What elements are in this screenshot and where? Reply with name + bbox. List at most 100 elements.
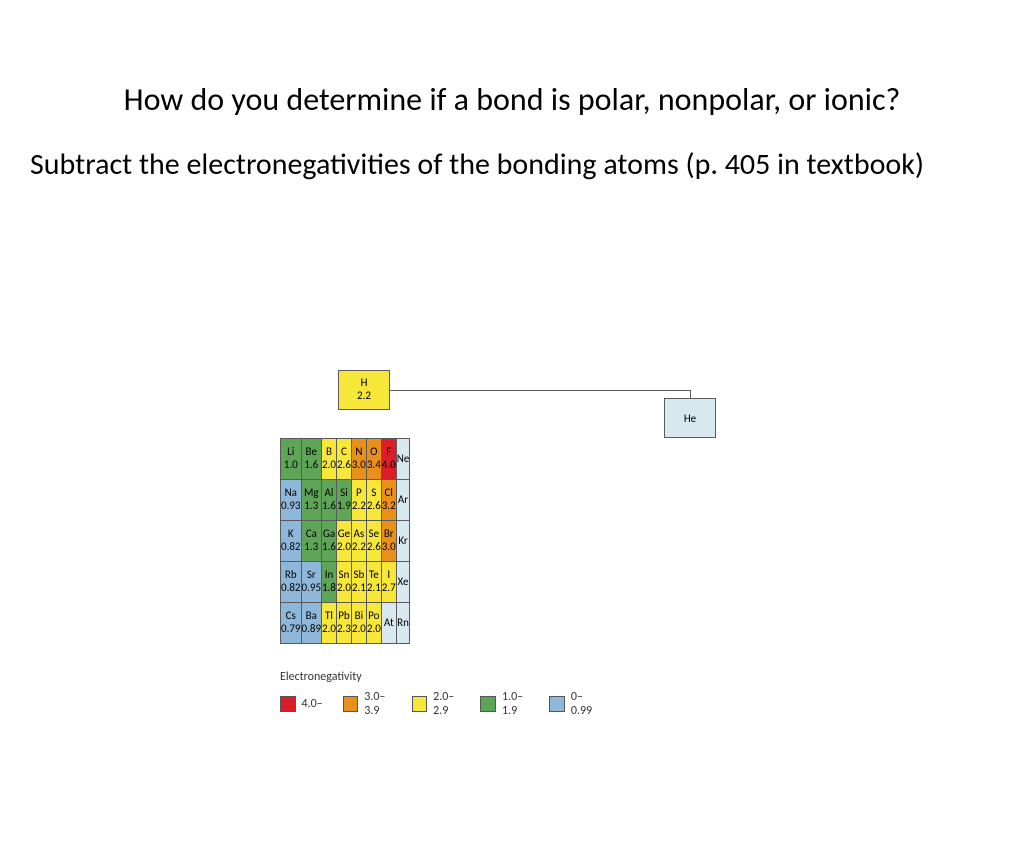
table-row: Li1.0Be1.6B2.0C2.6N3.0O3.4F4.0Ne xyxy=(281,439,410,480)
element-value: 3.4 xyxy=(367,459,381,472)
element-value: 1.9 xyxy=(337,500,351,513)
slide-title: How do you determine if a bond is polar,… xyxy=(0,80,1024,120)
element-cell: Rb0.82 xyxy=(281,562,302,603)
element-cell: Ba0.89 xyxy=(301,603,322,644)
element-value: 1.6 xyxy=(322,500,336,513)
slide-body-text: Subtract the electronegativities of the … xyxy=(0,145,1024,184)
element-cell: Ge2.0 xyxy=(336,521,351,562)
element-symbol: Kr xyxy=(397,535,410,548)
element-value: 2.3 xyxy=(337,623,351,636)
element-value: 4.0 xyxy=(382,459,396,472)
element-cell: C2.6 xyxy=(336,439,351,480)
legend-title: Electronegativity xyxy=(280,670,610,684)
legend-swatch xyxy=(280,696,296,712)
element-cell: Br3.0 xyxy=(381,521,396,562)
element-cell: In1.8 xyxy=(322,562,337,603)
element-cell: Te2.1 xyxy=(366,562,381,603)
element-value: 1.3 xyxy=(302,541,322,554)
element-symbol: Ne xyxy=(397,453,410,466)
element-cell: Bi2.0 xyxy=(351,603,366,644)
connector-line xyxy=(390,390,690,391)
legend-swatch xyxy=(412,696,428,712)
element-value: 0.89 xyxy=(302,623,322,636)
element-value: 2.6 xyxy=(367,541,381,554)
element-cell: P2.2 xyxy=(351,480,366,521)
element-cell: Po2.0 xyxy=(366,603,381,644)
element-cell: Na0.93 xyxy=(281,480,302,521)
element-cell: F4.0 xyxy=(381,439,396,480)
element-value: 2.2 xyxy=(352,500,366,513)
element-cell: Se2.6 xyxy=(366,521,381,562)
element-cell: Al1.6 xyxy=(322,480,337,521)
element-cell: N3.0 xyxy=(351,439,366,480)
element-cell: Pb2.3 xyxy=(336,603,351,644)
element-value: 0.93 xyxy=(281,500,301,513)
element-cell: Ar xyxy=(396,480,410,521)
element-value: 2.0 xyxy=(337,541,351,554)
element-symbol: Rn xyxy=(397,617,410,630)
element-value: 3.0 xyxy=(382,541,396,554)
table-row: Cs0.79Ba0.89Tl2.0Pb2.3Bi2.0Po2.0AtRn xyxy=(281,603,410,644)
element-cell: At xyxy=(381,603,396,644)
legend-swatch xyxy=(343,696,359,712)
element-value: 1.0 xyxy=(281,459,301,472)
element-value: 2.6 xyxy=(337,459,351,472)
element-value: 0.79 xyxy=(281,623,301,636)
table-row: Rb0.82Sr0.95In1.8Sn2.0Sb2.1Te2.1I2.7Xe xyxy=(281,562,410,603)
element-cell: Be1.6 xyxy=(301,439,322,480)
element-cell: As2.2 xyxy=(351,521,366,562)
element-symbol: Xe xyxy=(397,576,410,589)
element-cell: Si1.9 xyxy=(336,480,351,521)
element-value: 2.1 xyxy=(352,582,366,595)
element-value: 2.6 xyxy=(367,500,381,513)
legend-label: 4.0– xyxy=(302,697,323,711)
legend-row: 4.0–3.0–3.92.0–2.91.0–1.90–0.99 xyxy=(280,690,610,718)
element-symbol: He xyxy=(684,412,696,425)
element-cell: S2.6 xyxy=(366,480,381,521)
element-value: 2.0 xyxy=(322,459,336,472)
element-cell: Sn2.0 xyxy=(336,562,351,603)
element-value: 0.95 xyxy=(302,582,322,595)
legend-swatch xyxy=(480,696,496,712)
element-cell: Sb2.1 xyxy=(351,562,366,603)
element-value: 0.82 xyxy=(281,582,301,595)
element-cell: Ne xyxy=(396,439,410,480)
element-value: 2.7 xyxy=(382,582,396,595)
cell-helium: He xyxy=(664,398,716,438)
element-cell: Ca1.3 xyxy=(301,521,322,562)
element-value: 3.2 xyxy=(382,500,396,513)
legend-swatch xyxy=(549,696,565,712)
periodic-grid: Li1.0Be1.6B2.0C2.6N3.0O3.4F4.0NeNa0.93Mg… xyxy=(280,438,410,644)
element-value: 2.0 xyxy=(322,623,336,636)
element-value: 1.6 xyxy=(302,459,322,472)
element-value: 0.82 xyxy=(281,541,301,554)
element-cell: K0.82 xyxy=(281,521,302,562)
element-symbol: Ar xyxy=(397,494,410,507)
element-value: 1.3 xyxy=(302,500,322,513)
element-value: 2.0 xyxy=(337,582,351,595)
element-cell: Sr0.95 xyxy=(301,562,322,603)
legend: Electronegativity 4.0–3.0–3.92.0–2.91.0–… xyxy=(280,670,610,718)
legend-label: 3.0–3.9 xyxy=(364,690,391,718)
element-cell: B2.0 xyxy=(322,439,337,480)
element-cell: O3.4 xyxy=(366,439,381,480)
table-row: K0.82Ca1.3Ga1.6Ge2.0As2.2Se2.6Br3.0Kr xyxy=(281,521,410,562)
element-value: 3.0 xyxy=(352,459,366,472)
element-cell: Cl3.2 xyxy=(381,480,396,521)
element-value: 2.0 xyxy=(367,623,381,636)
element-value: 2.2 xyxy=(352,541,366,554)
element-cell: Mg1.3 xyxy=(301,480,322,521)
element-cell: I2.7 xyxy=(381,562,396,603)
element-cell: Rn xyxy=(396,603,410,644)
element-cell: Tl2.0 xyxy=(322,603,337,644)
element-value: 2.1 xyxy=(367,582,381,595)
element-value: 1.8 xyxy=(322,582,336,595)
legend-label: 1.0–1.9 xyxy=(502,690,529,718)
element-value: 2.2 xyxy=(339,390,389,403)
legend-label: 0–0.99 xyxy=(571,690,596,718)
element-cell: Li1.0 xyxy=(281,439,302,480)
element-cell: Cs0.79 xyxy=(281,603,302,644)
table-row: Na0.93Mg1.3Al1.6Si1.9P2.2S2.6Cl3.2Ar xyxy=(281,480,410,521)
cell-hydrogen: H 2.2 xyxy=(338,370,390,410)
element-value: 1.6 xyxy=(322,541,336,554)
